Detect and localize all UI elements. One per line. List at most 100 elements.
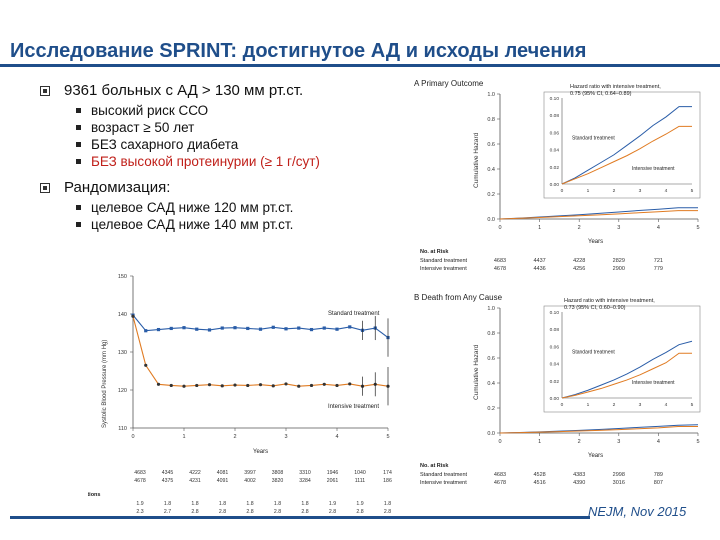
- bp-standard-point: [335, 327, 339, 331]
- bp-xtick-label: 5: [386, 434, 389, 440]
- sub-bullet-text: высокий риск ССО: [91, 103, 209, 118]
- bp-xtick-label: 0: [131, 434, 134, 440]
- km-inset-intensive-line: [561, 125, 692, 185]
- km-inset-standard-label: Standard treatment: [572, 349, 615, 355]
- bp-table-cell: 1.9: [329, 501, 336, 507]
- km-ytick-label: 0.6: [487, 356, 495, 362]
- bp-table-cell: 2.8: [191, 509, 198, 515]
- panel-a-title: A Primary Outcome: [414, 79, 484, 88]
- bp-xtick-label: 4: [335, 434, 338, 440]
- bottom-rule: [10, 516, 590, 519]
- bp-table-cell: 2.8: [384, 509, 391, 515]
- sub-bullet: возраст ≥ 50 лет: [76, 120, 410, 135]
- km-inset-xtick-label: 2: [613, 188, 616, 194]
- bp-table-cell: 2061: [327, 478, 339, 484]
- bp-table-cell: 4222: [189, 470, 201, 476]
- bp-table-cell: 186: [383, 478, 392, 484]
- km-inset-xtick-label: 0: [561, 402, 564, 408]
- km-risk-cell: 4528: [533, 472, 545, 478]
- bp-xlabel: Years: [253, 449, 268, 455]
- bp-table-cell: 1.8: [274, 501, 281, 507]
- km-ytick-label: 0.8: [487, 331, 495, 337]
- bp-table-cell: 3284: [299, 478, 311, 484]
- bp-table-cell: 1.8: [246, 501, 253, 507]
- km-inset-xtick-label: 5: [691, 188, 694, 194]
- bp-standard-point: [246, 326, 250, 331]
- bp-table-cell: 1946: [327, 470, 339, 476]
- km-risk-header: No. at Risk: [420, 249, 449, 255]
- checkbox-bullet-icon: [40, 85, 50, 96]
- primary-outcome-chart: A Primary Outcome Cumulative Hazard 1.0 0…: [414, 79, 701, 272]
- panel-b-title: B Death from Any Cause: [414, 293, 503, 302]
- km-risk-cell: 4683: [494, 258, 506, 264]
- bp-table-cell: 4231: [189, 478, 201, 484]
- km-inset-ytick-label: 0.08: [550, 113, 560, 119]
- km-xtick-label: 5: [696, 439, 699, 445]
- bp-table-cell: 2.8: [246, 509, 253, 515]
- bp-standard-point: [169, 326, 173, 331]
- sub-bullet-text: БЕЗ сахарного диабета: [91, 137, 239, 152]
- bp-table-cell: 2.8: [274, 509, 281, 515]
- square-bullet-icon: [76, 222, 81, 227]
- km-risk-cell: 2900: [613, 266, 625, 272]
- bp-intensive-point: [309, 383, 314, 388]
- panel-b-annotation: Hazard ratio with intensive treatment, 0.…: [564, 298, 655, 311]
- bp-intensive-point: [207, 383, 212, 387]
- km-risk-cell: 4256: [573, 266, 585, 272]
- bp-ytick-label: 140: [118, 312, 127, 318]
- km-risk-cell: 4437: [533, 258, 545, 264]
- km-risk-cell: 789: [654, 472, 663, 478]
- bp-table-cell: 4678: [134, 478, 146, 484]
- km-risk-header: No. at Risk: [420, 463, 449, 469]
- bp-standard-point: [195, 327, 199, 331]
- bp-table-cell: 2.8: [301, 509, 308, 515]
- km-ytick-label: 0.2: [487, 192, 495, 198]
- bp-table-cell: 4345: [162, 470, 174, 476]
- km-xtick-label: 0: [498, 225, 501, 231]
- km-xtick-label: 5: [696, 225, 699, 231]
- km-inset-ytick-label: 0.10: [550, 310, 560, 316]
- sub-bullet-text: БЕЗ высокой протеинурии (≥ 1 г/сут): [91, 154, 320, 169]
- km-risk-row-label: Intensive treatment: [420, 266, 467, 272]
- km-inset-xtick-label: 1: [587, 188, 590, 194]
- bp-table-cell: 1.8: [191, 501, 198, 507]
- bullet-list: 9361 больных с АД > 130 мм рт.ст. высоки…: [40, 78, 410, 234]
- bp-xtick-label: 3: [284, 434, 287, 440]
- sub-bullet: высокий риск ССО: [76, 103, 410, 118]
- bp-standard-point: [297, 326, 301, 330]
- bp-table-cell: 2.3: [136, 509, 143, 515]
- km-inset-xtick-label: 3: [639, 402, 642, 408]
- bp-table-cell: 1.9: [136, 501, 143, 507]
- sub-bullet: БЕЗ высокой протеинурии (≥ 1 г/сут): [76, 154, 410, 169]
- km-ytick-label: 1.0: [487, 306, 495, 312]
- bp-table-header: Mean No. of Medications: [88, 492, 100, 498]
- km-ytick-label: 0.4: [487, 167, 495, 173]
- bp-table-cell: 3820: [272, 478, 284, 484]
- bp-intensive-point: [246, 383, 250, 388]
- bp-table-cell: 4002: [244, 478, 256, 484]
- km-xtick-label: 1: [538, 439, 541, 445]
- square-bullet-icon: [76, 159, 81, 164]
- bullet-randomization-text: Рандомизация:: [64, 179, 171, 196]
- bp-intensive-point: [284, 382, 288, 386]
- bp-table-cell: 1040: [354, 470, 366, 476]
- panel-a-ylabel: Cumulative Hazard: [473, 132, 480, 188]
- km-xtick-label: 3: [617, 439, 620, 445]
- km-inset-ytick-label: 0.08: [550, 327, 560, 333]
- km-inset-intensive-label: Intensive treatment: [632, 166, 675, 172]
- square-bullet-icon: [76, 142, 81, 147]
- bp-intensive-point: [297, 384, 301, 388]
- sub-bullet: БЕЗ сахарного диабета: [76, 137, 410, 152]
- km-xtick-label: 4: [657, 439, 660, 445]
- km-risk-cell: 4228: [573, 258, 585, 264]
- km-inset-ytick-label: 0.06: [550, 130, 560, 136]
- bp-standard-point: [156, 327, 161, 332]
- square-bullet-icon: [76, 108, 81, 113]
- km-risk-cell: 4678: [494, 266, 506, 272]
- bp-standard-point: [309, 327, 314, 332]
- bp-std-label: Standard treatment: [328, 311, 380, 317]
- km-inset-xtick-label: 5: [691, 402, 694, 408]
- km-risk-cell: 3016: [613, 480, 625, 486]
- bullet-patients: 9361 больных с АД > 130 мм рт.ст.: [40, 82, 410, 99]
- bp-intensive-point: [144, 363, 148, 367]
